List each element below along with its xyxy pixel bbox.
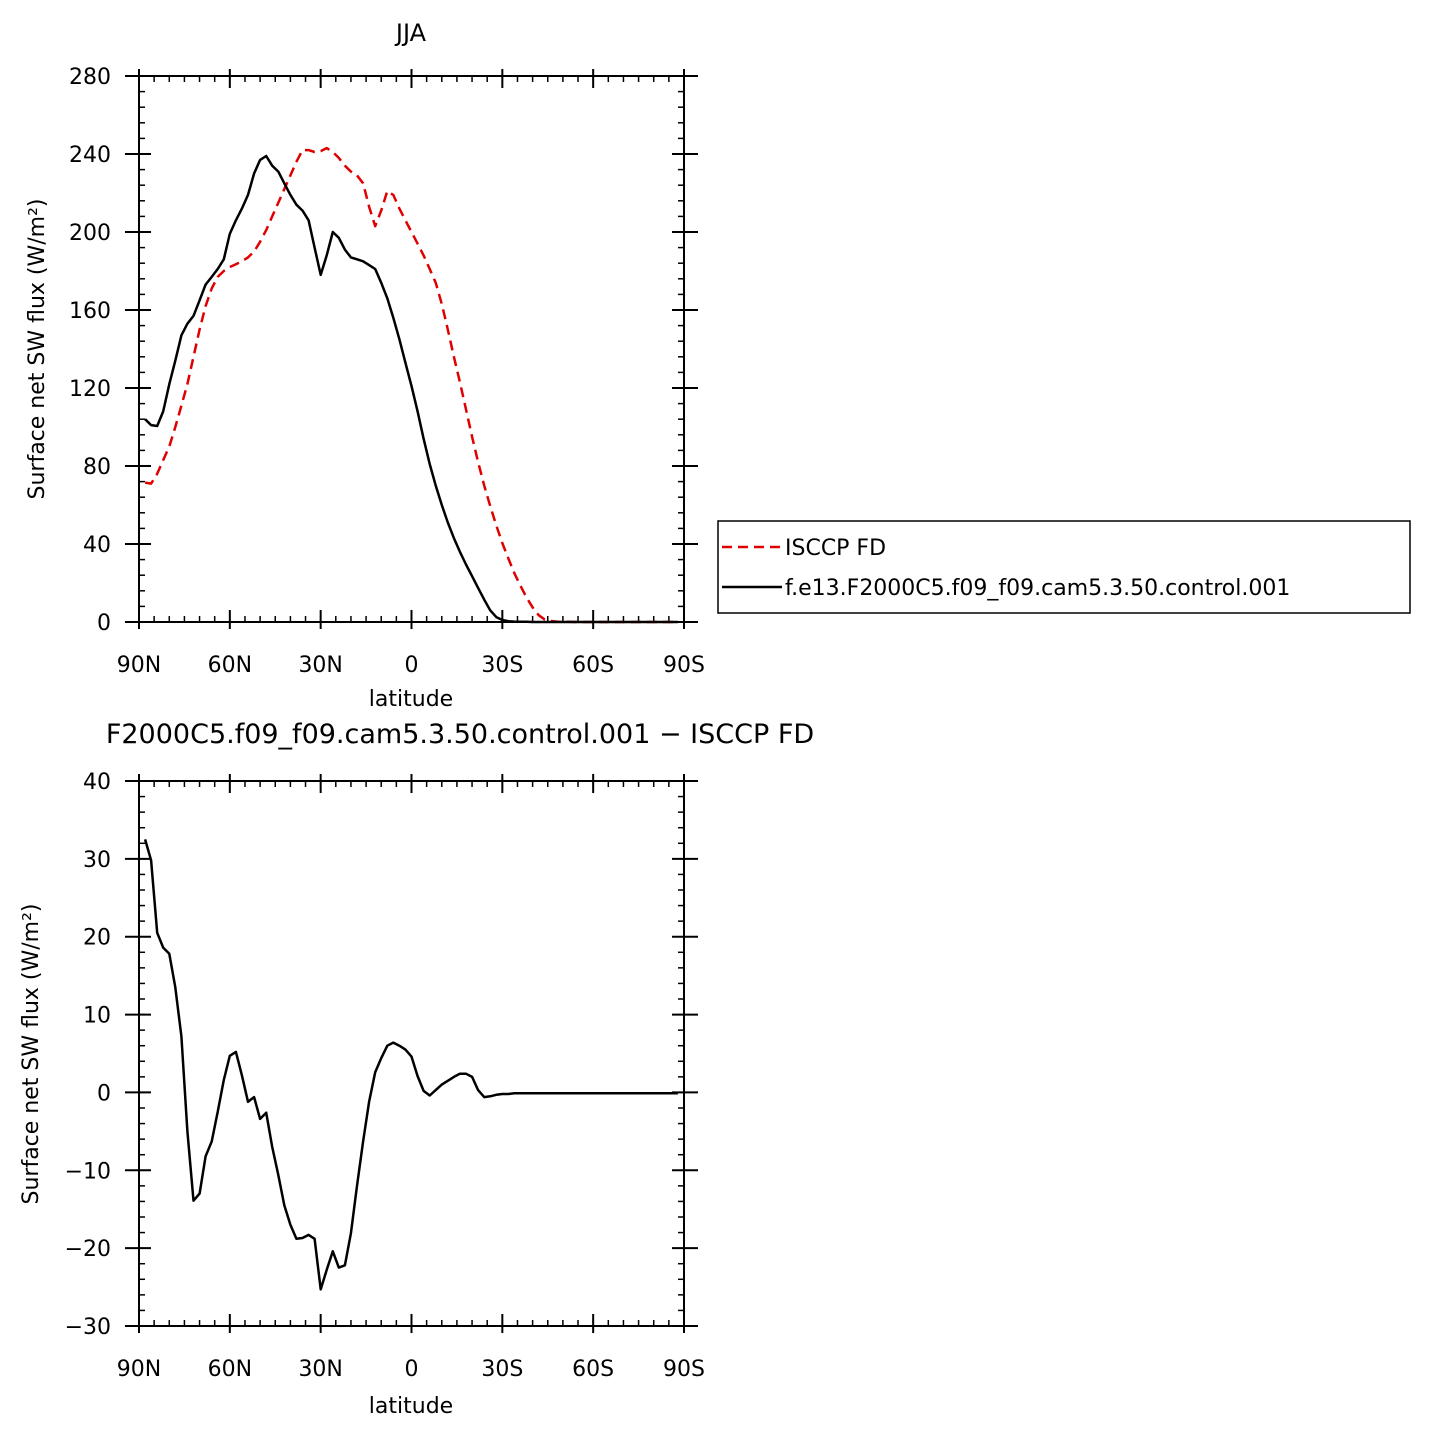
y-tick-label: −30 bbox=[65, 1315, 111, 1340]
y-tick-label: 0 bbox=[97, 1081, 111, 1106]
y-tick-label: 10 bbox=[83, 1004, 111, 1029]
y-tick-label: −20 bbox=[65, 1237, 111, 1262]
y-tick-label: 240 bbox=[69, 143, 111, 168]
legend: ISCCP FD f.e13.F2000C5.f09_f09.cam5.3.50… bbox=[717, 520, 1411, 614]
legend-label-isccp: ISCCP FD bbox=[785, 536, 886, 561]
x-tick-label: 0 bbox=[405, 1357, 419, 1382]
plot-frame bbox=[138, 780, 685, 1327]
bottom-x-axis-label: latitude bbox=[369, 1394, 453, 1419]
top-y-axis-label: Surface net SW flux (W/m²) bbox=[25, 198, 50, 499]
top-panel: JJA Surface net SW flux (W/m²) latitude … bbox=[25, 19, 705, 712]
y-tick-label: 200 bbox=[69, 221, 111, 246]
series-line-difference bbox=[143, 839, 678, 1291]
y-tick-label: 40 bbox=[83, 770, 111, 795]
y-tick-label: 20 bbox=[83, 926, 111, 951]
x-tick-label: 60S bbox=[572, 653, 614, 678]
bottom-panel: F2000C5.f09_f09.cam5.3.50.control.001 − … bbox=[19, 719, 814, 1419]
x-tick-label: 30S bbox=[481, 1357, 523, 1382]
legend-label-model: f.e13.F2000C5.f09_f09.cam5.3.50.control.… bbox=[785, 576, 1290, 601]
x-tick-label: 90S bbox=[663, 1357, 705, 1382]
y-tick-label: 40 bbox=[83, 533, 111, 558]
y-tick-label: 160 bbox=[69, 299, 111, 324]
y-tick-label: 30 bbox=[83, 848, 111, 873]
x-tick-label: 60N bbox=[208, 1357, 252, 1382]
y-tick-label: 0 bbox=[97, 611, 111, 636]
top-chart-title: JJA bbox=[394, 19, 427, 47]
x-tick-label: 90N bbox=[117, 653, 161, 678]
x-tick-label: 30N bbox=[298, 1357, 342, 1382]
plot-frame bbox=[138, 75, 685, 623]
x-tick-label: 30N bbox=[298, 653, 342, 678]
y-tick-label: −10 bbox=[65, 1159, 111, 1184]
top-x-axis-label: latitude bbox=[369, 687, 453, 712]
x-tick-label: 60S bbox=[572, 1357, 614, 1382]
x-tick-label: 90S bbox=[663, 653, 705, 678]
legend-box bbox=[717, 520, 1411, 614]
series-line-f-e13-f2000c5-f09-f09-cam5-3-50-control-001 bbox=[144, 154, 678, 624]
x-tick-label: 0 bbox=[405, 653, 419, 678]
bottom-y-axis-label: Surface net SW flux (W/m²) bbox=[19, 903, 44, 1204]
y-tick-label: 280 bbox=[69, 65, 111, 90]
y-tick-label: 80 bbox=[83, 455, 111, 480]
y-tick-label: 120 bbox=[69, 377, 111, 402]
x-tick-label: 30S bbox=[481, 653, 523, 678]
x-tick-label: 60N bbox=[208, 653, 252, 678]
bottom-chart-title: F2000C5.f09_f09.cam5.3.50.control.001 − … bbox=[106, 719, 814, 750]
x-tick-label: 90N bbox=[117, 1357, 161, 1382]
